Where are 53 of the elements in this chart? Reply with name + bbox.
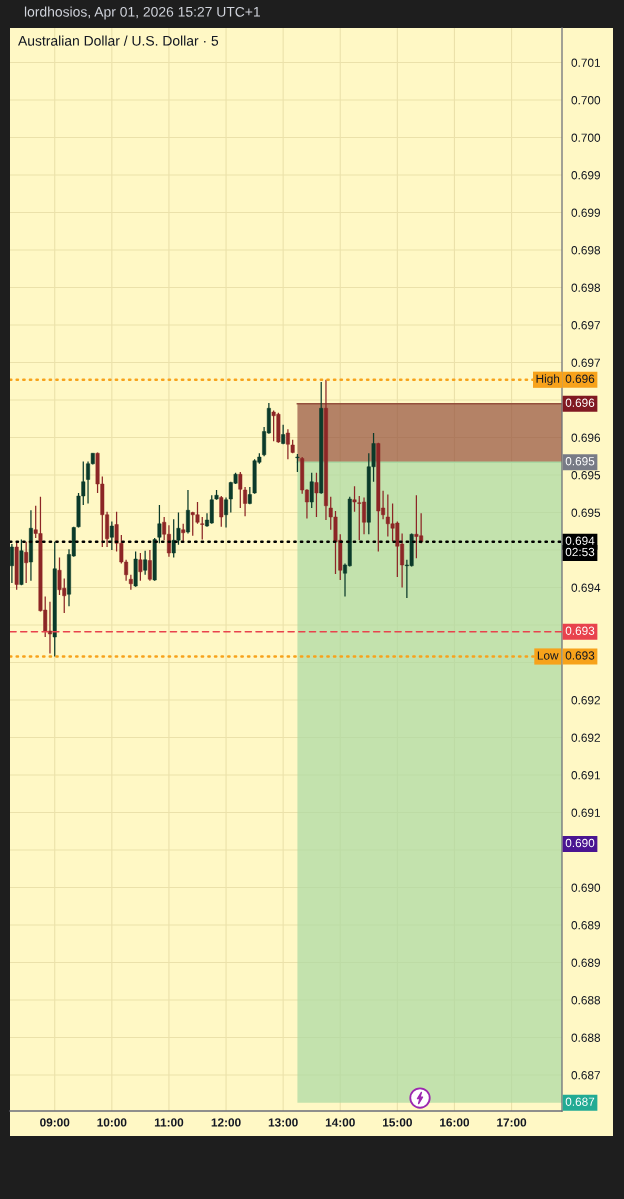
candlestick bbox=[138, 552, 143, 582]
x-tick-label: 12:00 bbox=[211, 1118, 241, 1127]
y-tick-label: 0.697 bbox=[571, 321, 600, 330]
y-tick-label: 0.692 bbox=[571, 733, 600, 742]
candlestick bbox=[157, 504, 162, 544]
y-tick-label: 0.699 bbox=[571, 171, 601, 180]
candlestick bbox=[147, 549, 152, 582]
annotation: Low bbox=[537, 651, 559, 660]
y-tick-label: 0.696 bbox=[571, 433, 601, 442]
y-tick-label: 0.694 bbox=[571, 583, 601, 592]
y-tick-label: 0.692 bbox=[571, 696, 600, 705]
y-tick-label: 0.701 bbox=[571, 58, 600, 67]
x-tick-label: 15:00 bbox=[383, 1118, 412, 1127]
y-tick-label: 0.689 bbox=[571, 958, 601, 967]
y-tick-label: 0.690 bbox=[571, 883, 601, 892]
x-tick-label: 09:00 bbox=[40, 1118, 70, 1127]
y-tick-label: 0.695 bbox=[571, 508, 601, 517]
y-tick-label: 0.700 bbox=[571, 96, 601, 105]
x-tick-label: 11:00 bbox=[154, 1118, 184, 1127]
candlestick bbox=[314, 472, 319, 518]
candlestick bbox=[143, 550, 148, 576]
y-tick-label: 0.688 bbox=[571, 996, 601, 1005]
ref-line-label: 0.693 bbox=[565, 626, 595, 635]
x-tick-label: 16:00 bbox=[440, 1118, 470, 1127]
x-tick-label: 17:00 bbox=[497, 1118, 527, 1127]
x-tick-label: 10:00 bbox=[97, 1118, 127, 1127]
candlestick bbox=[10, 543, 14, 584]
y-tick-label: 0.687 bbox=[571, 1071, 600, 1080]
candlestick bbox=[186, 489, 190, 535]
y-tick-label: 0.699 bbox=[571, 208, 601, 217]
annotation: High bbox=[536, 374, 560, 386]
y-tick-label: 0.691 bbox=[571, 771, 600, 780]
y-tick-label: 0.695 bbox=[571, 471, 601, 480]
candlestick bbox=[128, 574, 133, 591]
candlestick bbox=[219, 495, 224, 528]
candlestick bbox=[200, 516, 205, 541]
candlestick bbox=[109, 520, 114, 551]
y-tick-label: 0.700 bbox=[571, 133, 601, 142]
candlestick bbox=[24, 541, 29, 584]
y-tick-label: 0.689 bbox=[571, 921, 601, 930]
chart-title: Australian Dollar / U.S. Dollar · 5 bbox=[18, 35, 219, 46]
y-tick-label: 0.691 bbox=[571, 808, 600, 817]
annotation: 02:53 bbox=[565, 547, 595, 557]
x-tick-label: 13:00 bbox=[268, 1118, 298, 1127]
y-tick-label: 0.698 bbox=[571, 246, 601, 255]
y-tick-label: 0.698 bbox=[571, 283, 601, 292]
y-tick-label: 0.688 bbox=[571, 1033, 601, 1042]
y-tick-label: 0.697 bbox=[571, 358, 600, 367]
ref-line-label: 0.693 bbox=[565, 651, 595, 660]
candlestick bbox=[309, 472, 314, 509]
x-tick-label: 14:00 bbox=[325, 1118, 355, 1127]
candlestick bbox=[166, 524, 171, 558]
text: lordhosios, Apr 01, 2026 15:27 UTC+1 bbox=[24, 6, 260, 20]
